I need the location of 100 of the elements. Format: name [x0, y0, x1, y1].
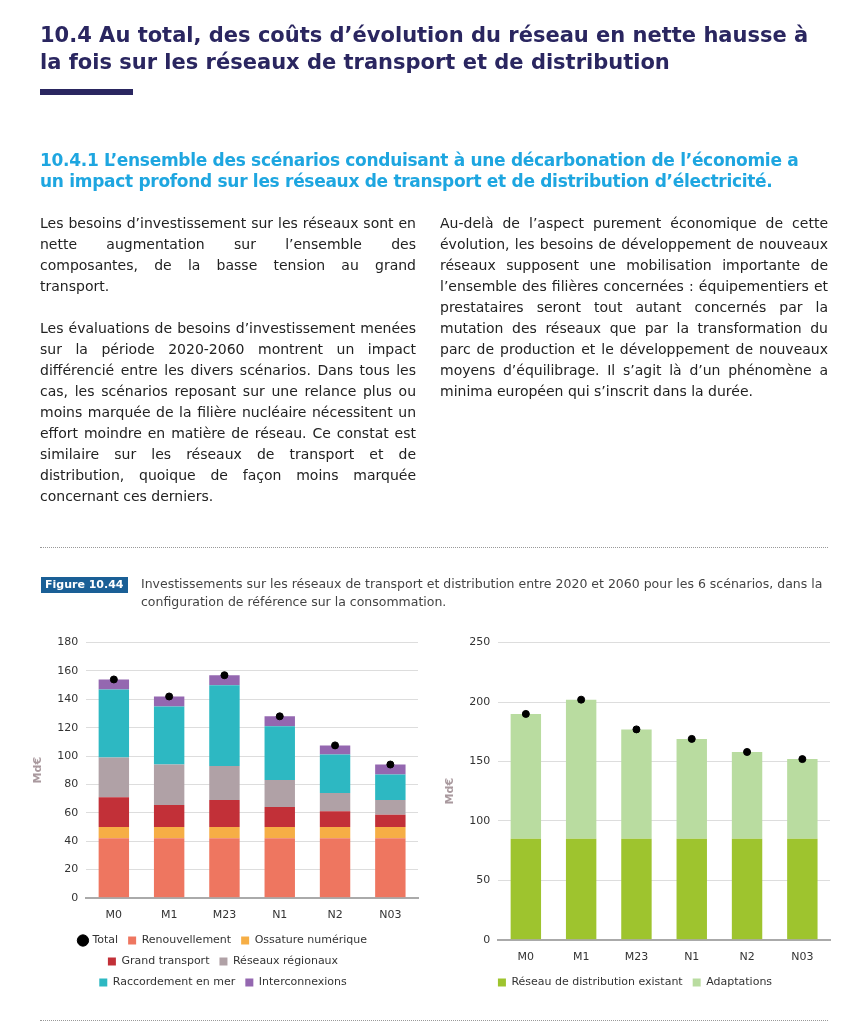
text: Investissements sur les réseaux de transport et distribution entre 2020 et 2060 pour les 6 scénarios, dans la configuration de référence sur la consommation. [141, 575, 824, 611]
bar [621, 729, 652, 839]
bar [264, 826, 295, 839]
bar [153, 826, 185, 839]
y-tick-label: 250 [469, 635, 491, 649]
legend-label: Grand transport [121, 954, 211, 968]
bar [676, 838, 707, 940]
bar [787, 759, 818, 839]
bar [98, 757, 130, 798]
x-tick-label: N1 [272, 908, 288, 922]
bar [565, 838, 597, 940]
y-tick-label: 100 [57, 748, 79, 762]
legend-label: Réseau de distribution existant [511, 975, 684, 989]
bar [264, 726, 295, 781]
y-tick-label: 60 [64, 805, 79, 819]
bar [787, 838, 818, 940]
bar [565, 699, 597, 839]
point [275, 712, 284, 721]
y-tick-label: 120 [57, 720, 79, 734]
point [109, 675, 118, 684]
bar [153, 706, 185, 765]
bar [153, 764, 185, 805]
bar [209, 799, 240, 827]
bar [319, 754, 351, 793]
point [798, 755, 807, 764]
bar [209, 838, 240, 898]
x-tick-label: M1 [572, 950, 590, 964]
bar [209, 685, 240, 766]
x-tick-label: N03 [791, 950, 814, 964]
bar [319, 838, 351, 898]
text: 10.4 Au total, des coûts d’évolution du réseau en nette hausse à la fois sur les réseaux de transport et de distribution [40, 22, 810, 76]
y-tick-label: 40 [64, 833, 79, 847]
bar [153, 838, 185, 898]
point [165, 692, 174, 701]
text: Au-delà de l’aspect purement économique de cette évolution, les besoins de développement de nouveaux réseaux supposent une mobilisation importante de l’ensemble des filières concernées : équipementiers et prestataires seront tout autant concernés par la mutation des réseaux que par la transformation du parc de production et le développement de nouveaux moyens d’équilibrage. Il s’agit là d’un phénomène a minima européen qui s’inscrit dans la durée. [440, 215, 828, 399]
legend-label: Total [91, 933, 119, 947]
point [743, 747, 752, 756]
bar [375, 838, 406, 898]
legend-label: Réseaux régionaux [232, 954, 339, 968]
legend-label: Interconnexions [258, 975, 347, 989]
caption: Figure 10.44 [41, 577, 128, 593]
x-tick-label: N2 [327, 908, 343, 922]
bar [98, 797, 130, 827]
bar [264, 807, 295, 827]
x-tick-label: M23 [624, 950, 649, 964]
bar [264, 716, 295, 727]
legend-label: Ossature numérique [254, 933, 368, 947]
bar [375, 814, 406, 827]
text: Les évaluations de besoins d’investissement menées sur la période 2020-2060 montrent un impact différencié entre les divers scénarios. Dans tous les cas, les scénarios reposant sur une relance plus ou moins marquée de la filière nucléaire nécessitent un effort moindre en matière de réseau. Ce constat est similaire sur les réseaux de transport et de distribution, quoique de façon moins marquée concernant ces derniers. [40, 320, 416, 504]
y-axis-title: Md€ [31, 756, 45, 784]
x-tick-label: N2 [739, 950, 755, 964]
bar [510, 838, 542, 940]
point [632, 725, 641, 734]
bar [731, 751, 763, 839]
bar [621, 838, 652, 940]
y-tick-label: 140 [57, 692, 79, 706]
bar [98, 838, 130, 898]
bar [98, 826, 130, 839]
bar [375, 774, 406, 800]
bar [153, 804, 185, 827]
y-tick-label: 80 [64, 777, 79, 791]
y-tick-label: 100 [469, 813, 491, 827]
x-tick-label: M23 [212, 908, 237, 922]
bar [375, 826, 406, 839]
y-axis-title: Md€ [443, 777, 457, 805]
bar [319, 826, 351, 839]
y-tick-label: 180 [57, 635, 79, 649]
point [386, 760, 395, 769]
y-tick-label: 160 [57, 663, 79, 677]
bar [319, 811, 351, 827]
x-tick-label: N03 [379, 908, 402, 922]
y-tick-label: 20 [64, 862, 79, 876]
bar [510, 713, 542, 839]
bar [98, 689, 130, 758]
bar [319, 792, 351, 812]
point [521, 709, 530, 718]
bar [375, 799, 406, 815]
point [220, 671, 229, 680]
legend-label: Raccordement en mer [112, 975, 236, 989]
bar [209, 675, 240, 686]
y-tick-label: 200 [469, 694, 491, 708]
bar [209, 765, 240, 800]
x-tick-label: M0 [105, 908, 123, 922]
y-tick-label: 0 [71, 890, 79, 904]
bar [264, 780, 295, 808]
x-tick-label: M1 [160, 908, 178, 922]
point [577, 695, 586, 704]
text: Les besoins d’investissement sur les réseaux sont en nette augmentation sur l’ensemble des composantes, de la basse tension au grand transport. [40, 214, 416, 296]
legend-label: Adaptations [706, 975, 773, 989]
legend-label: Renouvellement [141, 933, 232, 947]
bar [209, 826, 240, 839]
bar [676, 738, 707, 839]
text: 10.4.1 L’ensemble des scénarios conduisant à une décarbonation de l’économie a un impact profond sur les réseaux de transport et de distribution d’électricité. [40, 150, 800, 192]
point [687, 734, 696, 743]
x-tick-label: N1 [684, 950, 700, 964]
y-tick-label: 50 [476, 873, 491, 887]
x-tick-label: M0 [517, 950, 535, 964]
bar [264, 838, 295, 898]
bar [731, 838, 763, 940]
y-tick-label: 0 [483, 932, 491, 946]
